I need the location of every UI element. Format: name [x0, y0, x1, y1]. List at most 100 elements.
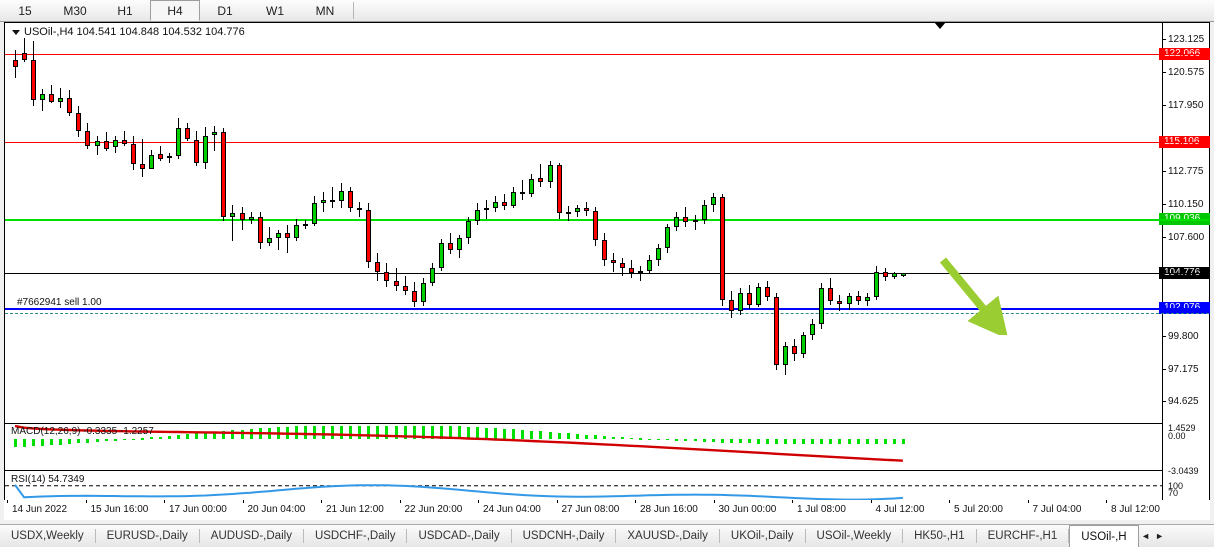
macd-histogram-bar [630, 437, 634, 440]
candle-body [321, 199, 327, 204]
macd-histogram-bar [494, 428, 498, 439]
macd-histogram-bar [340, 426, 344, 439]
candle-body [484, 208, 490, 211]
time-axis-tick: 14 Jun 2022 [6, 500, 68, 515]
macd-histogram-bar [693, 438, 697, 442]
chart-tab-ukoil-daily[interactable]: UKOil-,Daily [730, 530, 794, 542]
macd-histogram-bar [557, 432, 561, 439]
tab-separator [902, 529, 904, 543]
macd-histogram-bar [186, 434, 190, 439]
chart-tab-xauusd-daily[interactable]: XAUUSD-,Daily [627, 530, 708, 542]
timeframe-button-d1[interactable]: D1 [217, 3, 233, 18]
macd-plot [5, 424, 1209, 470]
macd-histogram-bar [448, 426, 452, 439]
macd-histogram-bar [829, 438, 833, 445]
chart-tab-hk50-h1[interactable]: HK50-,H1 [914, 530, 965, 542]
price-level-line[interactable] [5, 307, 1209, 310]
candle-body [574, 208, 580, 213]
rsi-header: RSI(14) 54.7349 [11, 474, 85, 485]
candle-body [511, 191, 517, 206]
candle-body [692, 219, 698, 223]
chart-tab-usdx-weekly[interactable]: USDX,Weekly [11, 530, 84, 542]
collapse-triangle-icon[interactable] [12, 29, 20, 35]
tab-separator [198, 529, 200, 543]
price-axis[interactable]: 123.125 120.575 117.950 112.775 110.150 107.6… [1159, 23, 1210, 522]
macd-histogram-bar [865, 438, 869, 445]
candle-body [402, 285, 408, 291]
timeframe-button-h4[interactable]: H4 [150, 0, 200, 21]
chart-tab-eurusd-daily[interactable]: EURUSD-,Daily [106, 530, 188, 542]
macd-pane[interactable]: MACD(12,26,9) -0.3335 -1.2257 [5, 423, 1209, 471]
macd-histogram-bar [684, 438, 688, 441]
stop-level-line[interactable] [5, 312, 1209, 314]
candle-body [112, 139, 118, 148]
candle-body [774, 297, 780, 365]
chart-tab-usdchf-daily[interactable]: USDCHF-,Daily [314, 530, 396, 542]
candle-body [837, 301, 843, 304]
candle-body [783, 345, 789, 365]
candle-wick [404, 275, 406, 295]
timeframe-button-h1[interactable]: H1 [117, 3, 133, 18]
candle-body [647, 260, 653, 271]
candle-wick [123, 130, 125, 147]
candle-body [121, 139, 127, 144]
chart-tab-eurchf-h1[interactable]: EURCHF-,H1 [987, 530, 1058, 542]
candle-wick [277, 229, 279, 251]
macd-histogram-bar [158, 436, 162, 439]
candle-body [900, 273, 906, 277]
candle-body [22, 53, 28, 60]
chart-tab-usoil-weekly[interactable]: USOil-,Weekly [816, 530, 892, 542]
macd-histogram-bar [847, 438, 851, 445]
macd-histogram-bar [621, 437, 625, 439]
tab-separator [94, 529, 96, 543]
macd-axis-tick: 0.00 [1168, 431, 1186, 441]
candle-body [520, 191, 526, 195]
chart-tab-audusd-daily[interactable]: AUDUSD-,Daily [210, 530, 292, 542]
candle-body [547, 165, 553, 182]
candle-body [148, 155, 154, 170]
price-level-line[interactable] [5, 142, 1209, 144]
time-axis-tick: 5 Jul 20:00 [949, 500, 1003, 515]
candle-body [610, 260, 616, 263]
macd-histogram-bar [838, 438, 842, 445]
candle-body [710, 196, 716, 205]
macd-histogram-bar [802, 438, 806, 445]
chart-tab-usoil-h[interactable]: USOil-,H [1069, 525, 1139, 547]
candle-body [493, 202, 499, 209]
timeframe-button-m30[interactable]: M30 [63, 3, 87, 18]
macd-histogram-bar [140, 438, 144, 440]
macd-histogram-bar [702, 438, 706, 442]
macd-histogram-bar [131, 438, 135, 441]
price-level-line[interactable] [5, 273, 1209, 275]
tab-scroll-prev-button[interactable]: ◄ [1141, 531, 1151, 541]
price-level-line[interactable] [5, 53, 1209, 55]
down-arrow-annotation-icon[interactable] [937, 255, 1007, 335]
candle-body [76, 113, 82, 131]
macd-histogram-bar [50, 438, 54, 446]
candle-wick [51, 85, 53, 103]
price-axis-tick: 123.125 [1163, 35, 1210, 45]
price-level-line[interactable] [5, 219, 1209, 222]
candle-wick [268, 227, 270, 247]
order-label[interactable]: #7662941 sell 1.00 [17, 296, 102, 308]
tab-scroll-next-button[interactable]: ► [1155, 531, 1165, 541]
timeframe-button-mn[interactable]: MN [315, 3, 335, 18]
candle-body [864, 297, 870, 302]
chart-tab-bar[interactable]: USDX,Weekly EURUSD-,Daily AUDUSD-,Daily USD… [0, 524, 1214, 547]
chart-area[interactable]: USOil-,H4 104.541 104.848 104.532 104.77… [4, 22, 1210, 522]
candle-wick [24, 38, 26, 63]
time-axis-tick: 30 Jun 00:00 [713, 500, 777, 515]
price-pane[interactable]: USOil-,H4 104.541 104.848 104.532 104.77… [5, 23, 1209, 423]
tab-separator [406, 529, 408, 543]
macd-histogram-bar [602, 435, 606, 439]
macd-histogram-bar [747, 438, 751, 444]
timeframe-button-w1[interactable]: W1 [266, 3, 284, 18]
timeframe-button-15[interactable]: 15 [18, 3, 32, 18]
macd-histogram-bar [231, 430, 235, 439]
candle-body [447, 242, 453, 251]
chart-tab-usdcnh-daily[interactable]: USDCNH-,Daily [522, 530, 605, 542]
chart-tab-usdcad-daily[interactable]: USDCAD-,Daily [418, 530, 500, 542]
macd-histogram-bar [222, 431, 226, 439]
macd-histogram-bar [113, 438, 117, 441]
